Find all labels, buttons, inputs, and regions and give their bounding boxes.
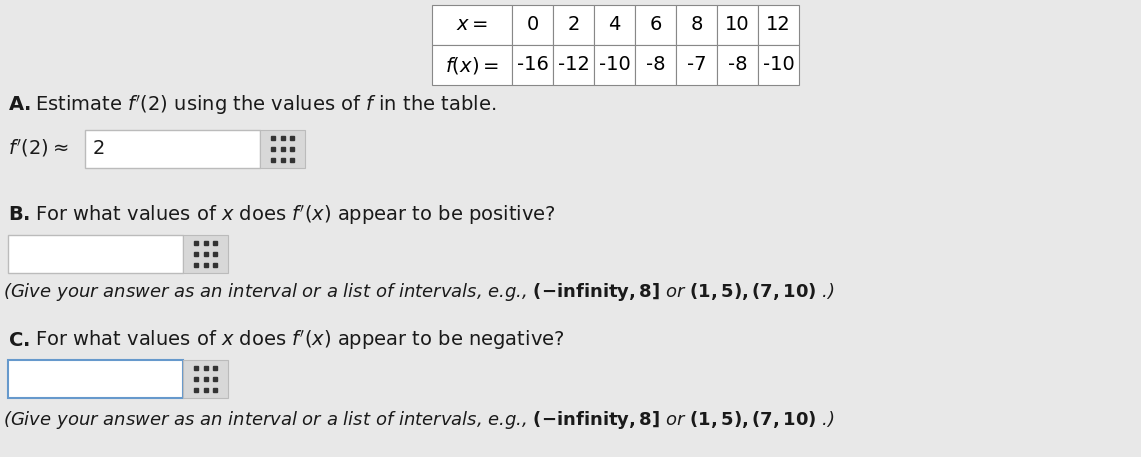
Bar (675, 5, 717, 45)
Bar (758, 5, 799, 45)
Bar (432, 45, 512, 85)
Text: $f(x) =$: $f(x) =$ (445, 54, 499, 75)
Bar (260, 130, 305, 168)
Bar (512, 45, 553, 85)
Text: For what values of $x$ does $f^{\prime}(x)$ appear to be negative?: For what values of $x$ does $f^{\prime}(… (35, 328, 565, 352)
Text: $f^{\prime}(2) \approx$: $f^{\prime}(2) \approx$ (8, 137, 68, 159)
Text: -10: -10 (599, 55, 630, 74)
Text: 8: 8 (690, 16, 703, 34)
Bar (512, 5, 553, 45)
Bar (8, 360, 183, 398)
Text: Estimate $f^{\prime}(2)$ using the values of $f$ in the table.: Estimate $f^{\prime}(2)$ using the value… (35, 93, 496, 117)
Bar (594, 5, 636, 45)
Bar (758, 45, 799, 85)
Text: -8: -8 (728, 55, 747, 74)
Bar (717, 45, 758, 85)
Text: $\mathbf{C.}$: $\mathbf{C.}$ (8, 330, 30, 350)
Text: -8: -8 (646, 55, 665, 74)
Bar (717, 5, 758, 45)
Text: (Give your answer as an interval or a list of intervals, e.g., $\mathbf{(-infini: (Give your answer as an interval or a li… (3, 281, 835, 303)
Text: 4: 4 (608, 16, 621, 34)
Text: $x =$: $x =$ (456, 16, 488, 34)
Text: 2: 2 (567, 16, 580, 34)
Text: 10: 10 (726, 16, 750, 34)
Text: $\mathbf{B.}$: $\mathbf{B.}$ (8, 206, 31, 224)
Bar (636, 5, 675, 45)
Bar (183, 360, 228, 398)
Bar (8, 235, 183, 273)
Text: For what values of $x$ does $f^{\prime}(x)$ appear to be positive?: For what values of $x$ does $f^{\prime}(… (35, 203, 556, 227)
Text: -7: -7 (687, 55, 706, 74)
Text: 0: 0 (526, 16, 539, 34)
Bar (553, 45, 594, 85)
Bar (594, 45, 636, 85)
Text: 2: 2 (94, 139, 105, 159)
Text: (Give your answer as an interval or a list of intervals, e.g., $\mathbf{(-infini: (Give your answer as an interval or a li… (3, 409, 835, 431)
Bar (553, 5, 594, 45)
Text: $\mathbf{A.}$: $\mathbf{A.}$ (8, 96, 31, 115)
Bar (636, 45, 675, 85)
Text: -12: -12 (558, 55, 590, 74)
Text: 6: 6 (649, 16, 662, 34)
Bar (183, 235, 228, 273)
Text: -10: -10 (762, 55, 794, 74)
Bar (675, 45, 717, 85)
Bar (84, 130, 260, 168)
Bar (432, 5, 512, 45)
Text: -16: -16 (517, 55, 549, 74)
Text: 12: 12 (766, 16, 791, 34)
